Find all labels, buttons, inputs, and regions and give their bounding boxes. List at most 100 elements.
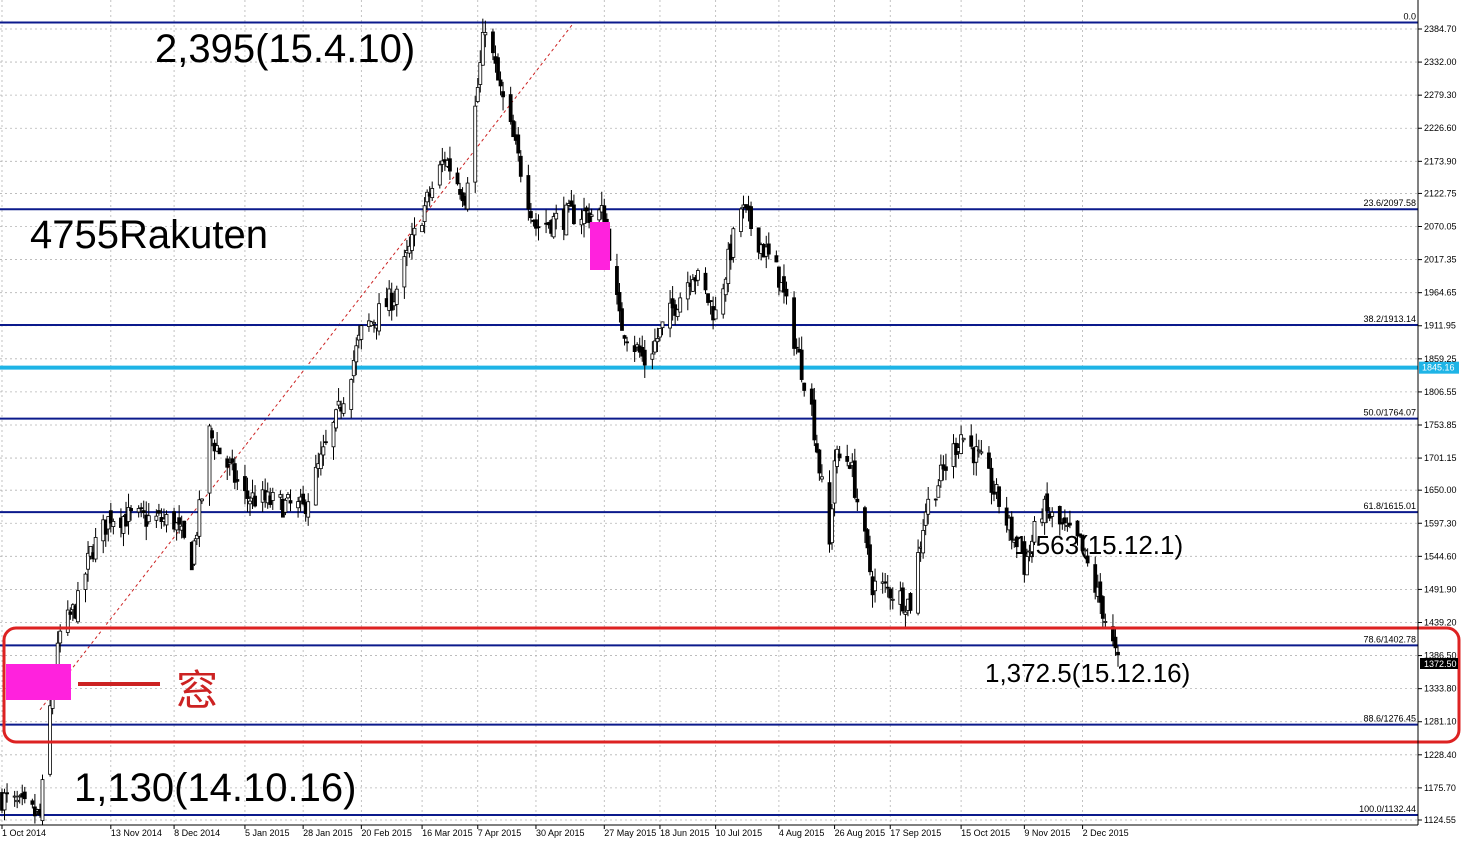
candle-body <box>632 345 637 352</box>
candle <box>154 509 159 528</box>
candle <box>923 503 928 536</box>
candle <box>812 387 817 447</box>
candle-body <box>1068 522 1072 526</box>
candle-body <box>987 452 991 469</box>
candle <box>989 458 994 505</box>
candle <box>394 285 399 317</box>
candle-body <box>498 79 503 87</box>
horizontal-line-tag <box>1419 361 1459 374</box>
time-tick-label: 1 Oct 2014 <box>2 828 46 838</box>
candle <box>402 249 407 299</box>
candle-body <box>88 545 93 557</box>
candle <box>749 201 753 237</box>
candle <box>207 423 212 506</box>
candle <box>959 425 964 455</box>
candle <box>217 447 222 455</box>
candle-body <box>721 288 726 315</box>
candle-body <box>354 345 359 363</box>
candle <box>496 53 500 81</box>
candle <box>440 147 445 173</box>
candle-body <box>359 325 364 340</box>
candle <box>997 486 1001 514</box>
candle <box>1014 535 1019 559</box>
candle-body <box>245 490 250 499</box>
price-tick-label: 1701.15 <box>1424 453 1457 463</box>
candle-body <box>253 495 257 507</box>
candle <box>784 281 789 305</box>
candle <box>938 454 943 488</box>
candle-body <box>2 792 7 811</box>
candle <box>658 328 662 342</box>
candle-body <box>336 400 341 406</box>
candle-body <box>86 552 90 570</box>
low-annotation: 1,130(14.10.16) <box>74 766 356 810</box>
candle-body <box>923 511 928 526</box>
gap-marker-left <box>6 664 71 700</box>
time-tick-label: 26 Aug 2015 <box>835 828 886 838</box>
candle <box>1062 509 1067 531</box>
candle <box>65 600 70 636</box>
horizontal-line-tag-text: 1845.16 <box>1422 363 1455 373</box>
candle <box>817 448 822 481</box>
candle <box>296 497 300 518</box>
candle <box>156 503 161 516</box>
price-tick-label: 1386.50 <box>1424 651 1457 661</box>
price-tick-label: 2122.75 <box>1424 188 1457 198</box>
candle-body <box>582 210 586 225</box>
candle-body <box>480 31 485 66</box>
candle-body <box>197 499 202 537</box>
candle <box>508 86 513 125</box>
candle-body <box>890 598 895 601</box>
candle <box>22 786 27 804</box>
candle-body <box>288 500 293 504</box>
candle-body <box>969 435 974 447</box>
candle <box>726 242 731 293</box>
candle <box>660 321 665 336</box>
candle <box>675 308 680 321</box>
candle <box>334 408 338 432</box>
candle <box>448 146 452 180</box>
candle-body <box>136 508 141 513</box>
candle-body <box>678 297 683 313</box>
candle <box>377 293 381 336</box>
candle-body <box>501 91 505 98</box>
candle-body <box>478 62 483 85</box>
candle <box>498 71 503 96</box>
candle <box>359 324 364 350</box>
candle <box>776 266 781 296</box>
candle <box>172 507 176 533</box>
candle-body <box>731 228 736 258</box>
candle <box>584 205 589 224</box>
candle-body <box>68 611 73 615</box>
candle <box>139 502 144 518</box>
candle <box>48 698 52 777</box>
candle <box>852 448 857 500</box>
candle-body <box>756 227 761 253</box>
candle <box>518 150 523 183</box>
price-tick-label: 1597.30 <box>1424 518 1457 528</box>
candle-body <box>146 515 151 523</box>
price-tick-label: 2226.60 <box>1424 123 1457 133</box>
candle-body <box>670 298 675 309</box>
candle <box>650 341 655 370</box>
candle <box>670 286 675 321</box>
candle-body <box>154 515 159 521</box>
candle <box>430 181 435 202</box>
candle <box>83 572 88 603</box>
price-tick-label: 1753.85 <box>1424 420 1457 430</box>
candle-body <box>177 517 182 525</box>
candle <box>617 283 622 323</box>
support-zone-box <box>2 626 1461 744</box>
candle <box>814 434 819 454</box>
candle <box>248 496 252 517</box>
candle-body <box>830 508 834 544</box>
candle <box>690 274 695 292</box>
candle <box>528 202 533 224</box>
candle-body <box>48 705 52 775</box>
candle <box>136 505 141 518</box>
candle <box>465 177 470 212</box>
candle-body <box>569 200 574 207</box>
candle <box>1009 511 1014 550</box>
price-axis: 2384.70 2332.00 2279.30 2226.60 2173.90 2122.… <box>1418 24 1457 825</box>
